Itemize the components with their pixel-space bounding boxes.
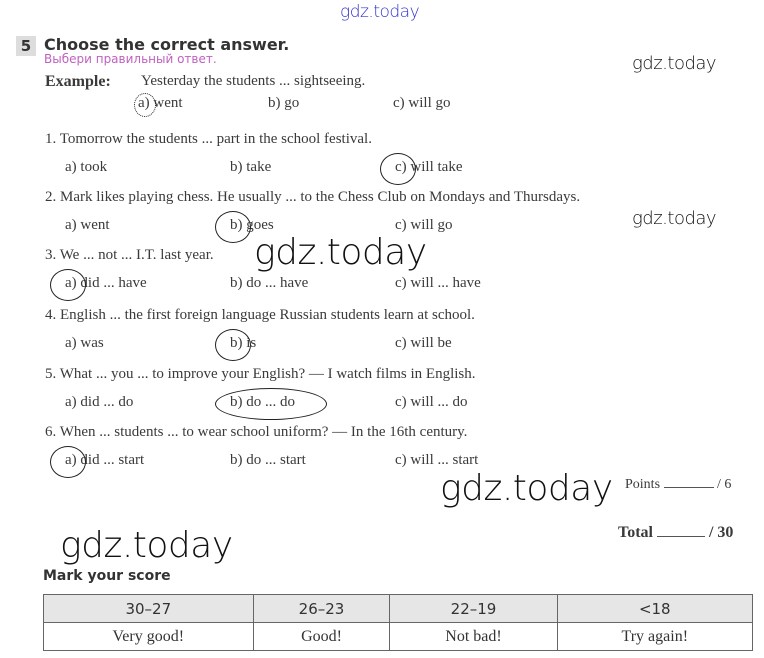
watermark: gdz.today — [254, 232, 427, 273]
question-text: 4. English ... the first foreign languag… — [45, 307, 475, 323]
total-label: Total / 30 — [618, 524, 733, 542]
option: a) did ... do — [65, 394, 134, 410]
exercise-title: Choose the correct answer. — [44, 35, 290, 54]
option: c) will ... have — [395, 275, 481, 291]
score-verdicts-row: Very good! Good! Not bad! Try again! — [43, 622, 754, 651]
watermark: gdz.today — [632, 208, 717, 229]
option: a) went — [65, 217, 110, 233]
example-question: Yesterday the students ... sightseeing. — [141, 73, 366, 89]
points-max: / 6 — [717, 477, 732, 492]
option: a) was — [65, 335, 104, 351]
option: b) do ... start — [230, 452, 306, 468]
answer-circle — [50, 446, 86, 478]
score-verdict: Try again! — [556, 622, 754, 651]
answer-circle — [215, 388, 327, 420]
total-max: / 30 — [708, 524, 734, 541]
question-text: 1. Tomorrow the students ... part in the… — [45, 131, 372, 147]
question-text: 3. We ... not ... I.T. last year. — [45, 247, 214, 263]
total-text: Total — [618, 524, 653, 541]
exercise-number: 5 — [16, 36, 36, 56]
question-text: 6. When ... students ... to wear school … — [45, 424, 468, 440]
score-table: 30–27 26–23 22–19 <18 Very good! Good! N… — [43, 594, 754, 651]
exercise-subtitle: Выбери правильный ответ. — [44, 52, 217, 66]
option: b) do ... have — [230, 275, 309, 291]
score-verdict: Very good! — [43, 622, 254, 651]
option: c) will go — [393, 95, 451, 111]
option: c) will ... do — [395, 394, 468, 410]
option: c) will go — [395, 217, 453, 233]
score-range: 26–23 — [252, 594, 391, 623]
question-text: 5. What ... you ... to improve your Engl… — [45, 366, 476, 382]
points-text: Points — [625, 477, 661, 492]
answer-circle — [215, 211, 251, 243]
watermark: gdz.today — [340, 2, 420, 22]
score-range: 22–19 — [389, 594, 558, 623]
answer-circle — [380, 153, 416, 185]
option: c) will ... start — [395, 452, 479, 468]
watermark: gdz.today — [60, 525, 233, 566]
option: b) take — [230, 159, 272, 175]
watermark: gdz.today — [632, 53, 717, 74]
watermark: gdz.today — [440, 468, 613, 509]
score-verdict: Not bad! — [389, 622, 558, 651]
option: a) took — [65, 159, 108, 175]
score-title: Mark your score — [43, 568, 171, 584]
question-text: 2. Mark likes playing chess. He usually … — [45, 189, 581, 205]
points-label: Points / 6 — [625, 477, 731, 493]
score-verdict: Good! — [252, 622, 391, 651]
score-ranges-row: 30–27 26–23 22–19 <18 — [43, 594, 754, 623]
score-range: <18 — [556, 594, 754, 623]
example-label: Example: — [45, 73, 111, 90]
option: c) will be — [395, 335, 452, 351]
answer-circle — [134, 93, 156, 117]
score-range: 30–27 — [43, 594, 254, 623]
answer-circle — [215, 329, 251, 361]
option: b) go — [268, 95, 300, 111]
answer-circle — [50, 269, 86, 301]
